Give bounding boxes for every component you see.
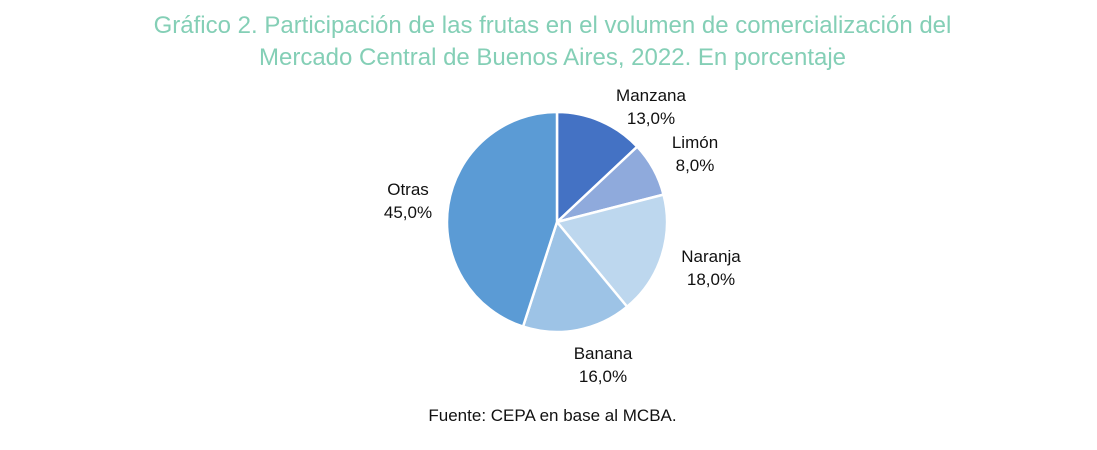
chart-source: Fuente: CEPA en base al MCBA. [428,406,677,425]
slice-label-manzana: Manzana [616,86,686,105]
slice-label-banana: Banana [574,344,633,363]
slice-value-naranja: 18,0% [687,270,735,289]
chart-title-line-2: Mercado Central de Buenos Aires, 2022. E… [258,44,847,71]
slice-value-otras: 45,0% [384,203,432,222]
chart-title: Gráfico 2. Participación de las frutas e… [0,10,1097,74]
slice-label-naranja: Naranja [681,247,741,266]
slice-label-otras: Otras [387,180,429,199]
slice-value-banana: 16,0% [579,367,627,386]
slice-label-limon: Limón [672,133,718,152]
slice-value-limon: 8,0% [676,156,715,175]
pie-slice-manzana [555,110,639,224]
slice-value-manzana: 13,0% [627,109,675,128]
chart-title-line-1: Gráfico 2. Participación de las frutas e… [153,12,952,39]
pie-slice-otras [445,110,559,328]
pie-slice-naranja [555,193,669,309]
